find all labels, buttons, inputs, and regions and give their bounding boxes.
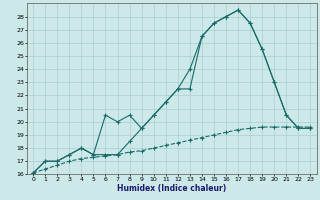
X-axis label: Humidex (Indice chaleur): Humidex (Indice chaleur) — [117, 184, 227, 193]
